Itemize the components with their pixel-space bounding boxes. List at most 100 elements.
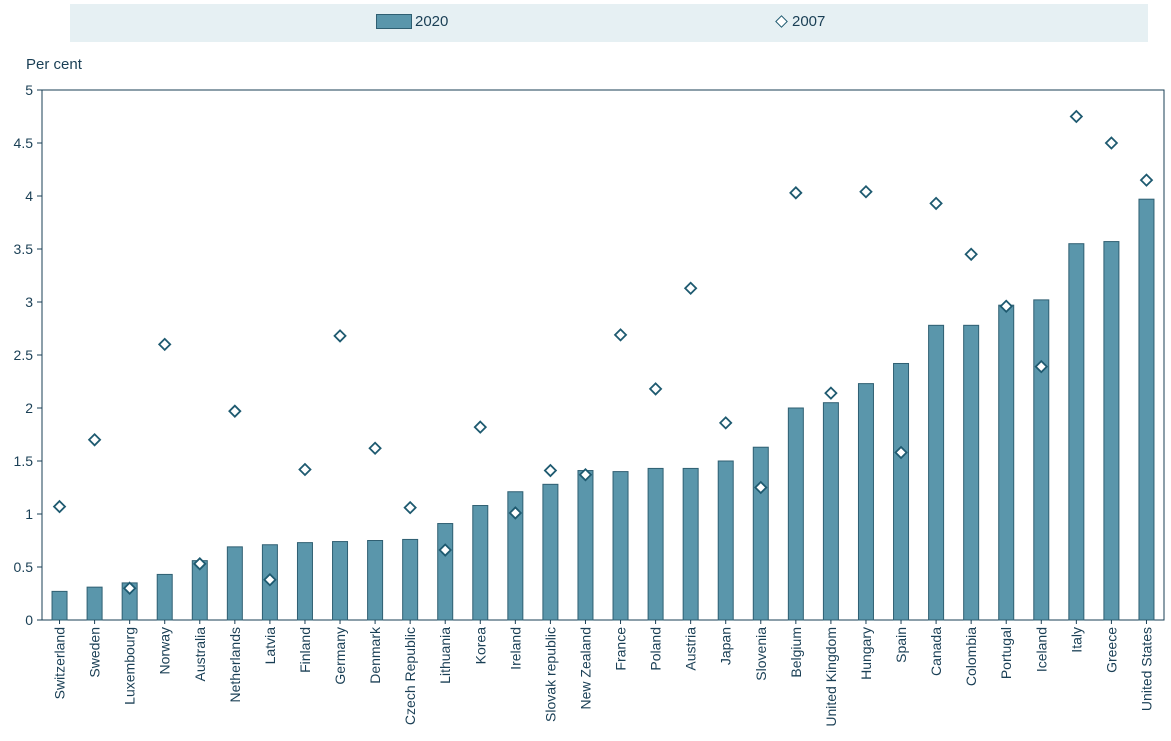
y-tick-label: 3 [25, 294, 33, 310]
diamond-marker [87, 433, 102, 447]
x-tick-label: Ireland [507, 627, 523, 670]
y-tick-label: 1.5 [14, 453, 34, 469]
x-tick-label: United Kingdom [823, 627, 839, 727]
x-tick-label: Japan [718, 627, 734, 665]
x-tick-label: Lithuania [437, 627, 453, 684]
bar [472, 505, 489, 621]
x-tick-label: Sweden [87, 627, 103, 678]
diamond-marker [1139, 173, 1154, 187]
diamond-marker [648, 382, 663, 396]
x-tick-label: Korea [472, 627, 488, 665]
bar [296, 542, 313, 621]
x-tick-label: Iceland [1033, 627, 1049, 672]
diamond-marker [228, 404, 242, 418]
diamond-marker [403, 500, 417, 515]
diamond-marker [52, 499, 67, 514]
x-tick-label: Slovenia [753, 627, 769, 681]
legend-label-2007: 2007 [792, 13, 826, 30]
diamond-marker [859, 184, 873, 199]
diamond-marker [298, 462, 312, 477]
x-tick-label: Italy [1068, 627, 1084, 653]
y-axis-label: Per cent [26, 56, 82, 73]
x-tick-label: Finland [297, 627, 313, 673]
bar [542, 483, 559, 621]
x-tick-label: Denmark [367, 626, 383, 684]
diamond-marker [438, 543, 452, 557]
legend-bar-swatch [376, 14, 412, 29]
bar [51, 590, 68, 621]
diamond-marker [543, 463, 558, 478]
diamond-marker [824, 386, 838, 400]
diamond-marker [613, 328, 628, 342]
x-tick-label: Australia [192, 627, 208, 682]
x-tick-label: Colombia [963, 627, 979, 686]
bar [402, 538, 419, 621]
x-tick-label: Canada [928, 627, 944, 676]
bar [998, 304, 1015, 621]
bar [1138, 198, 1155, 621]
y-tick-label: 4 [25, 188, 33, 204]
diamond-marker [1069, 109, 1084, 124]
diamond-marker [789, 186, 803, 200]
diamond-marker [193, 557, 207, 571]
x-tick-label: Spain [893, 627, 909, 663]
bar [1033, 299, 1050, 621]
y-tick-label: 1 [25, 506, 33, 522]
diamond-marker [157, 337, 172, 352]
bar [1068, 243, 1085, 621]
y-tick-label: 5 [25, 82, 33, 98]
bar [752, 446, 769, 621]
bar [226, 546, 243, 621]
bar [577, 470, 594, 621]
y-tick-label: 4.5 [14, 135, 34, 151]
diamond-marker [1034, 359, 1049, 374]
y-tick-label: 0 [25, 612, 33, 628]
bar [822, 402, 839, 621]
y-tick-label: 0.5 [14, 559, 34, 575]
x-tick-label: Switzerland [52, 627, 68, 699]
x-tick-label: Poland [648, 627, 664, 671]
x-tick-label: Norway [157, 627, 173, 674]
legend-item-2007: 2007 [775, 13, 826, 30]
x-tick-label: Czech Republic [402, 627, 418, 725]
bar [682, 467, 699, 621]
bar [647, 467, 664, 621]
x-tick-label: Luxembourg [122, 627, 138, 705]
bar [893, 362, 910, 621]
y-tick-label: 2 [25, 400, 33, 416]
legend-label-2020: 2020 [415, 13, 449, 30]
diamond-marker [263, 572, 277, 587]
bar [332, 541, 349, 621]
chart-legend: 2020 2007 [70, 4, 1148, 42]
y-tick-label: 3.5 [14, 241, 34, 257]
diamond-marker [508, 506, 523, 520]
x-tick-label: France [613, 627, 629, 671]
diamond-marker [929, 196, 943, 211]
diamond-marker [718, 416, 733, 430]
bar [1103, 241, 1120, 621]
diamond-marker [333, 329, 347, 343]
diamond-marker [964, 247, 978, 262]
diamond-marker [999, 299, 1013, 314]
x-tick-label: Latvia [262, 627, 278, 665]
x-tick-label: Slovak republic [542, 627, 558, 722]
x-tick-label: Belgium [788, 627, 804, 678]
bar [857, 383, 874, 621]
bar [928, 324, 945, 621]
diamond-marker [683, 281, 698, 295]
diamond-marker [578, 468, 593, 482]
bar [612, 471, 629, 621]
bar [367, 540, 384, 621]
y-tick-label: 2.5 [14, 347, 34, 363]
x-tick-label: New Zealand [577, 627, 593, 710]
diamond-marker [1104, 136, 1119, 150]
diamond-marker [473, 420, 488, 434]
x-tick-label: Germany [332, 627, 348, 685]
bar [717, 460, 734, 621]
diamond-marker [368, 441, 382, 456]
x-tick-label: Portugal [998, 627, 1014, 679]
diamond-marker [894, 445, 908, 460]
x-tick-label: Netherlands [227, 627, 243, 703]
bar [787, 407, 804, 621]
